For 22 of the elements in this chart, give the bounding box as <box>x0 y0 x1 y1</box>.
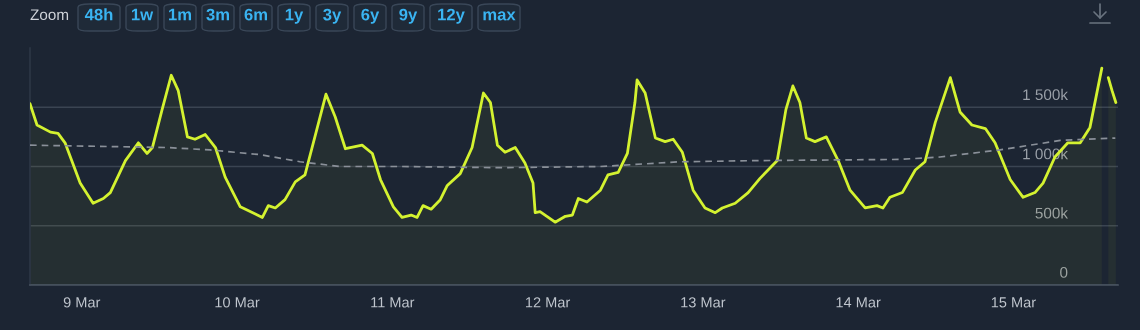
text: 1y <box>285 8 304 24</box>
text: 6y <box>361 8 380 24</box>
text: 12y <box>438 8 465 24</box>
x-tick-label: 10 Mar <box>215 297 260 308</box>
x-tick-label: 11 Mar <box>371 297 415 308</box>
text: 1w <box>131 8 154 21</box>
x-tick-label: 12 Mar <box>526 297 571 308</box>
y-tick-label: 0 <box>1060 266 1068 278</box>
x-tick-label: 14 Mar <box>836 297 881 308</box>
text: 3m <box>206 8 230 21</box>
x-tick-label: 9 Mar <box>63 297 101 308</box>
text: max <box>483 11 516 21</box>
text: 3y <box>323 8 342 24</box>
text: 6m <box>244 8 268 21</box>
text: 1m <box>169 8 192 21</box>
y-tick-label: 500k <box>1035 207 1069 219</box>
x-tick-label: 13 Mar <box>681 297 726 308</box>
text: Zoom <box>30 9 69 21</box>
text: 9y <box>399 8 418 24</box>
text: 48h <box>84 8 113 21</box>
x-tick-label: 15 Mar <box>991 297 1036 308</box>
y-tick-label: 1 500k <box>1023 88 1069 101</box>
